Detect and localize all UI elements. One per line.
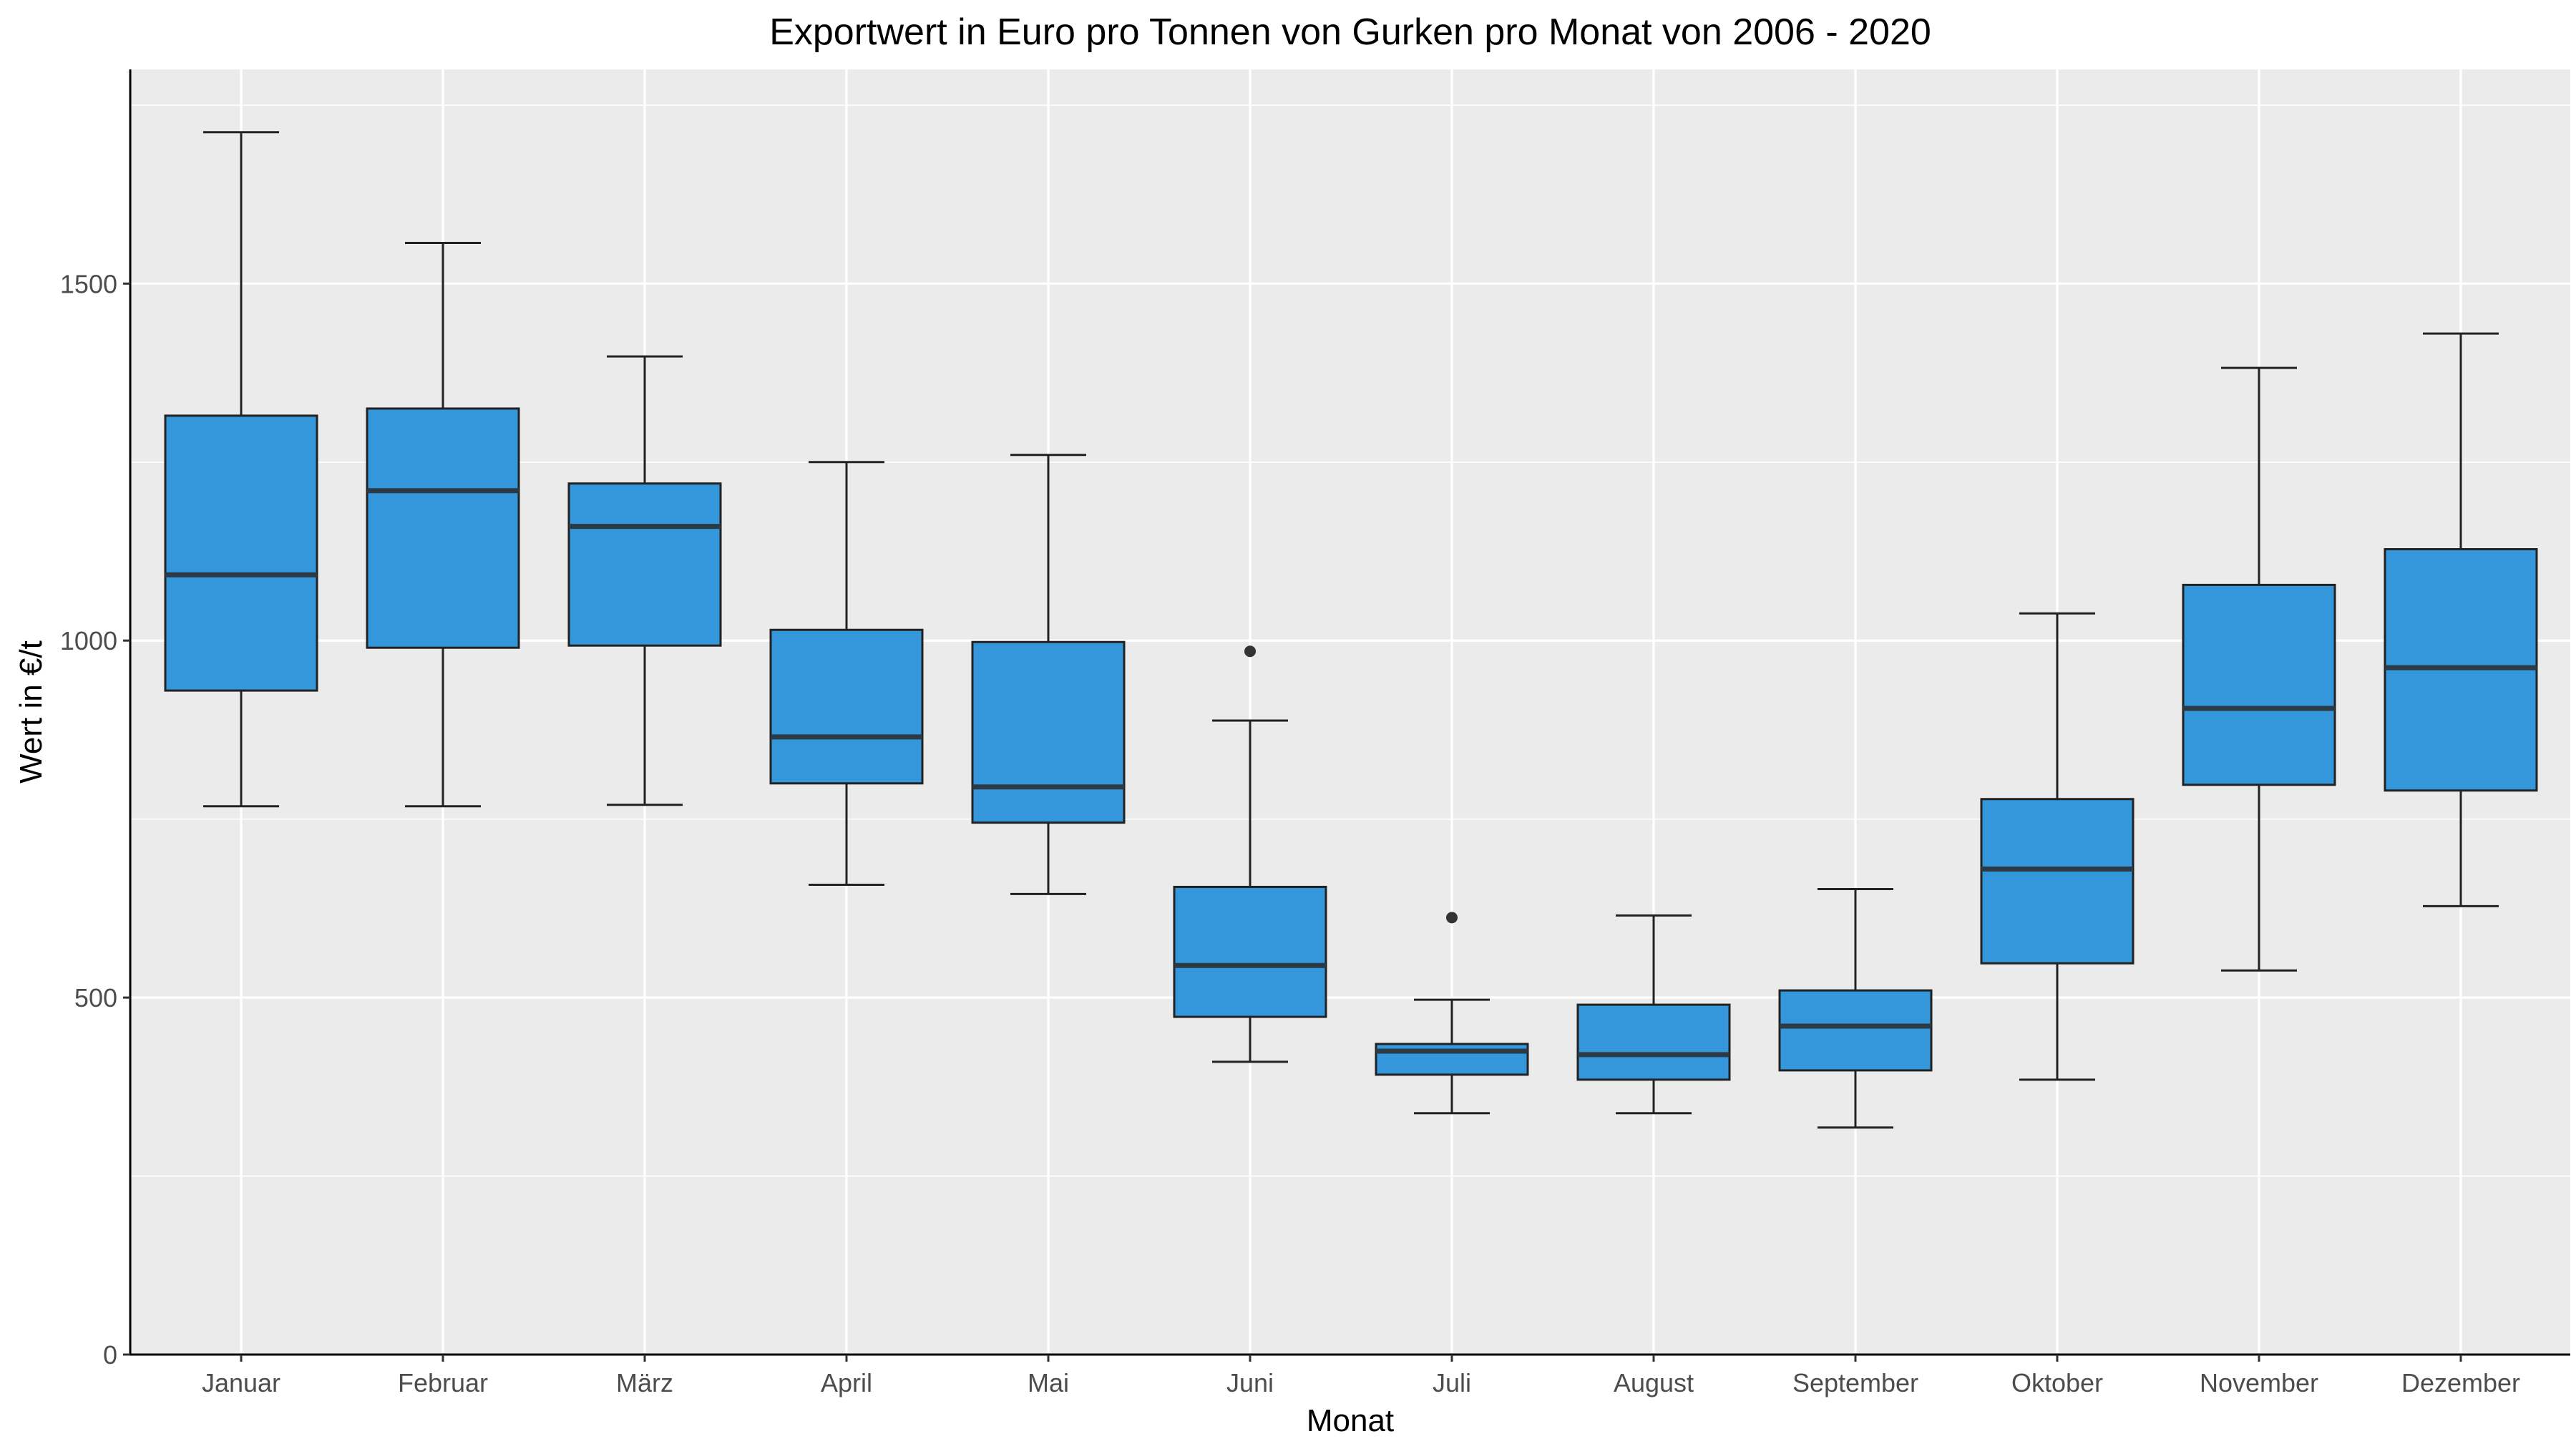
x-axis-title: Monat (1307, 1403, 1394, 1438)
box-dezember (2384, 332, 2538, 907)
iqr-box (769, 628, 924, 785)
y-tick-label: 1500 (60, 269, 117, 298)
x-tick-label: Juli (1433, 1368, 1471, 1397)
box-august (1576, 914, 1731, 1115)
box-juli (1375, 912, 1529, 1115)
iqr-box (1980, 798, 2135, 965)
y-axis-title: Wert in €/t (14, 640, 49, 784)
y-tick-label: 0 (103, 1340, 117, 1370)
iqr-box (164, 414, 318, 692)
iqr-box (2182, 583, 2336, 786)
boxes-layer (164, 131, 2538, 1129)
x-tick-label: Mai (1028, 1368, 1069, 1397)
x-tick-label: Januar (202, 1368, 280, 1397)
y-tick-label: 1000 (60, 626, 117, 655)
x-tick-label: März (616, 1368, 673, 1397)
x-tick-label: Juni (1226, 1368, 1274, 1397)
box-februar (366, 241, 520, 808)
x-tick-label: Februar (398, 1368, 488, 1397)
box-oktober (1980, 612, 2135, 1081)
axes-layer: 0 500 1000 1500 Januar Februar März April Mai Jun… (60, 69, 2570, 1397)
x-tick-label: April (821, 1368, 872, 1397)
outlier-point (1446, 912, 1458, 924)
iqr-box (567, 482, 722, 647)
iqr-box (1778, 989, 1933, 1072)
y-tick-label: 500 (74, 983, 117, 1013)
box-mai (971, 454, 1126, 895)
iqr-box (1576, 1003, 1731, 1081)
box-märz (567, 355, 722, 806)
iqr-box (1173, 885, 1327, 1018)
x-tick-label: Dezember (2401, 1368, 2520, 1397)
chart-title: Exportwert in Euro pro Tonnen von Gurken… (769, 11, 1931, 53)
x-tick-label: August (1614, 1368, 1694, 1397)
x-tick-label: September (1792, 1368, 1918, 1397)
x-tick-label: Oktober (2011, 1368, 2103, 1397)
box-november (2182, 366, 2336, 972)
iqr-box (1375, 1043, 1529, 1076)
box-september (1778, 887, 1933, 1129)
box-april (769, 461, 924, 886)
box-juni (1173, 645, 1327, 1063)
outlier-point (1244, 645, 1256, 658)
x-tick-label: November (2200, 1368, 2318, 1397)
box-januar (164, 131, 318, 808)
iqr-box (971, 640, 1126, 824)
iqr-box (366, 407, 520, 649)
